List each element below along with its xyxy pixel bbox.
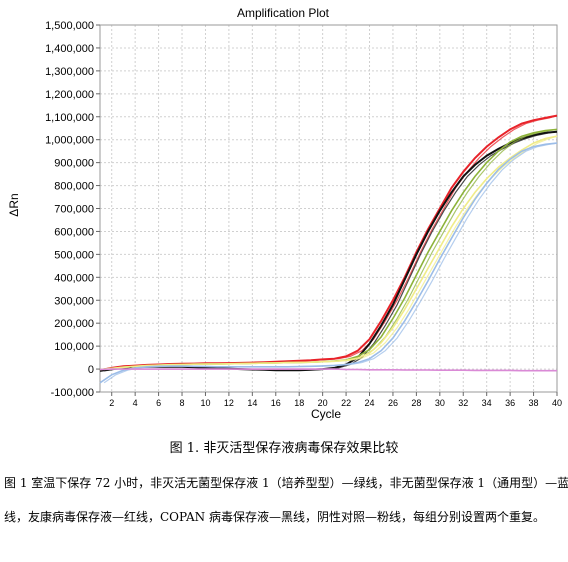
- series-line-4-replicate: [104, 135, 558, 371]
- y-tick-label: 700,000: [54, 204, 94, 216]
- series-lines: [99, 114, 558, 384]
- y-tick-label: 800,000: [54, 181, 94, 193]
- x-tick-label: 28: [411, 398, 421, 408]
- series-line-4: [99, 135, 558, 371]
- y-tick-label: 600,000: [54, 226, 94, 238]
- series-line-5-replicate: [103, 142, 558, 384]
- x-tick-label: 8: [180, 398, 185, 408]
- series-line-6-replicate: [99, 368, 557, 372]
- y-tick-label: 1,200,000: [45, 89, 94, 101]
- x-tick-label: 6: [156, 398, 161, 408]
- x-tick-label: 26: [388, 398, 398, 408]
- y-tick-label: 1,100,000: [45, 112, 94, 124]
- y-tick-label: 1,000,000: [45, 135, 94, 147]
- figure-caption-line-1: 图 1 室温下保存 72 小时，非灭活无菌型保存液 1（培养型型）—绿线，非无菌…: [4, 476, 568, 490]
- y-tick-label: -100,000: [51, 387, 94, 399]
- x-tick-label: 38: [529, 398, 539, 408]
- x-tick-label: 22: [341, 398, 351, 408]
- y-tick-label: 400,000: [54, 272, 94, 284]
- figure-caption-line-2: 线，友康病毒保存液—红线，COPAN 病毒保存液—黑线，阴性对照—粉线，每组分别…: [4, 510, 545, 524]
- y-tick-label: 1,400,000: [45, 43, 94, 55]
- y-tick-label: 500,000: [54, 249, 94, 261]
- x-axis-label: Cycle: [311, 407, 341, 421]
- x-tick-label: 24: [365, 398, 375, 408]
- series-line-2-replicate: [104, 131, 558, 372]
- x-tick-label: 18: [294, 398, 304, 408]
- x-tick-label: 16: [271, 398, 281, 408]
- x-tick-label: 2: [109, 398, 114, 408]
- chart-title: Amplification Plot: [237, 6, 330, 20]
- grid-lines: [100, 24, 558, 393]
- x-tick-label: 30: [435, 398, 445, 408]
- y-tick-label: 200,000: [54, 318, 94, 330]
- x-tick-label: 12: [224, 398, 234, 408]
- y-tick-label: 100,000: [54, 341, 94, 353]
- x-axis-ticks: 2 4 6 8 10 12 14 16 18 20 22 24 26 28 30 32 34 36 38 40: [109, 392, 562, 408]
- x-tick-label: 4: [133, 398, 138, 408]
- series-line-3-replicate: [104, 128, 558, 371]
- y-tick-label: 0: [88, 364, 94, 376]
- x-tick-label: 20: [318, 398, 328, 408]
- x-tick-label: 10: [200, 398, 210, 408]
- y-tick-label: 1,500,000: [45, 20, 94, 32]
- figure-caption-title: 图 1. 非灭活型保存液病毒保存效果比较: [169, 441, 399, 456]
- x-tick-label: 34: [482, 398, 492, 408]
- y-tick-label: 900,000: [54, 158, 94, 170]
- y-tick-label: 1,300,000: [45, 66, 94, 78]
- amplification-plot: -100,000 0 100,000 200,000 300,000 400,000 500…: [7, 6, 562, 421]
- series-line-2: [99, 130, 558, 372]
- series-line-5: [99, 142, 558, 384]
- x-tick-label: 36: [505, 398, 515, 408]
- x-tick-label: 14: [247, 398, 257, 408]
- y-axis-ticks: -100,000 0 100,000 200,000 300,000 400,000 500…: [45, 20, 100, 399]
- y-tick-label: 300,000: [54, 295, 94, 307]
- x-tick-label: 40: [552, 398, 562, 408]
- y-axis-label: ΔRn: [7, 193, 21, 216]
- x-tick-label: 32: [458, 398, 468, 408]
